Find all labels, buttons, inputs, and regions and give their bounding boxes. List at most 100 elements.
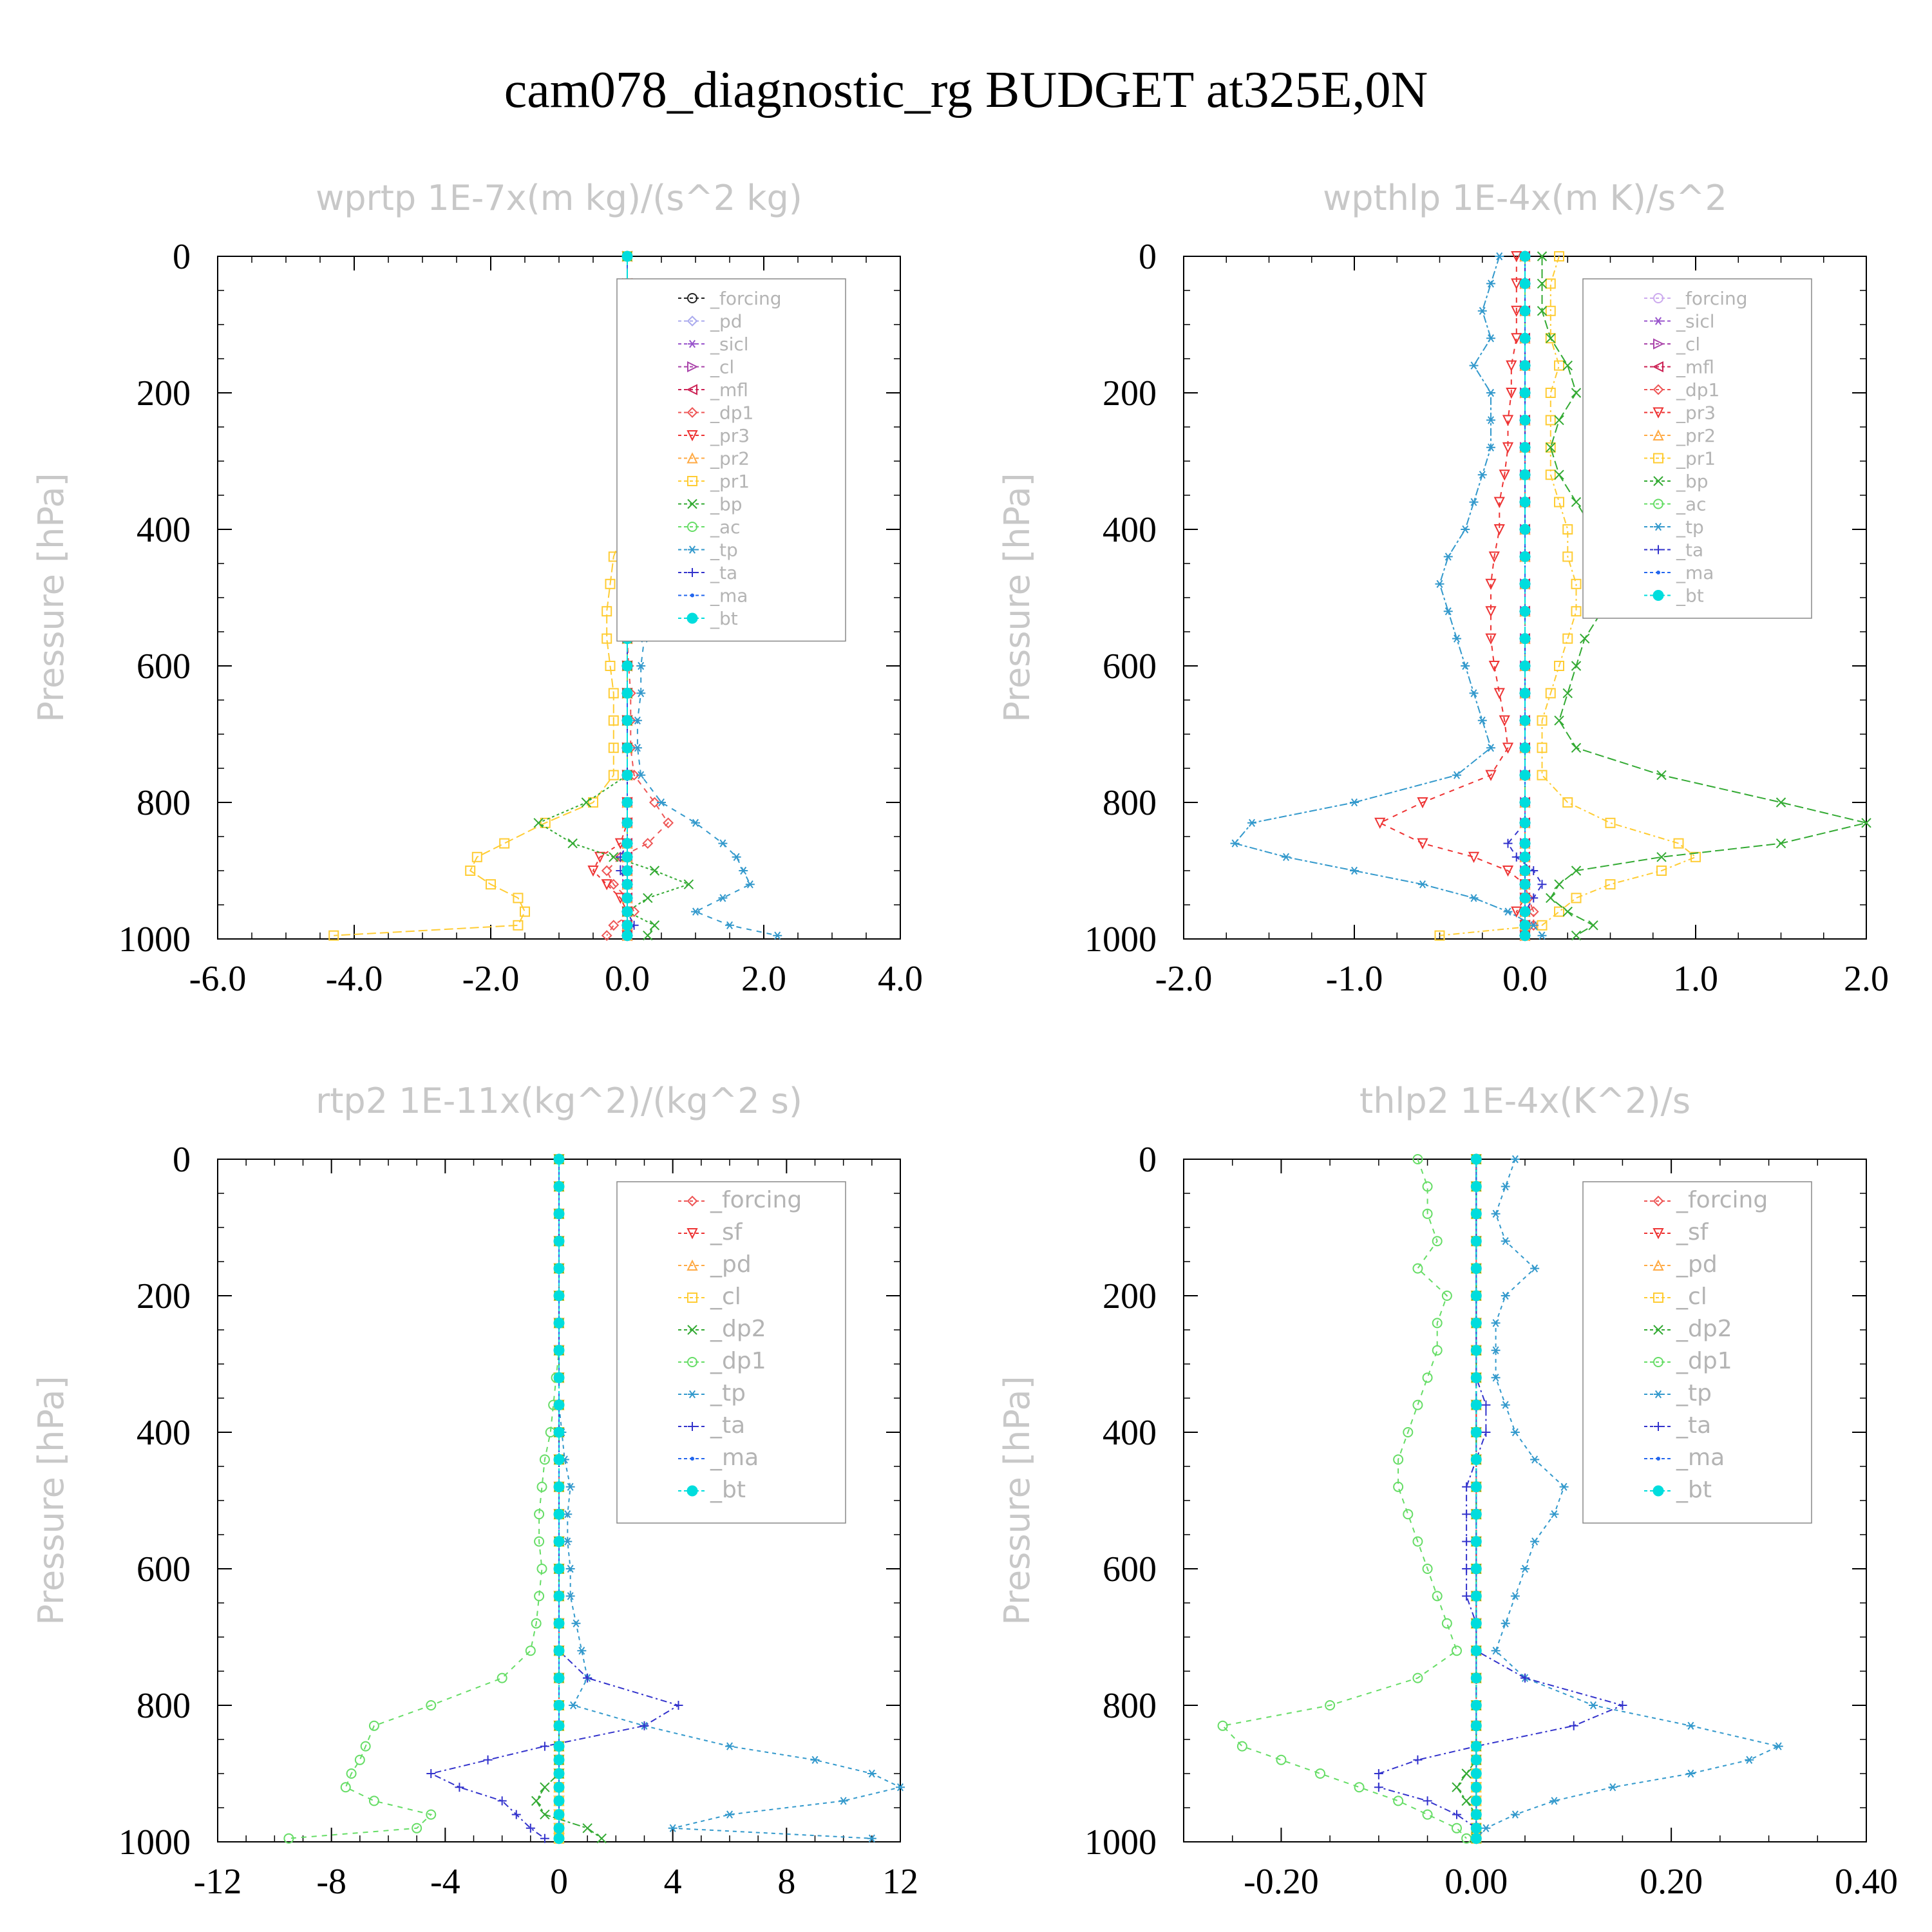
legend-entry: _bt <box>1644 585 1704 607</box>
series-tp <box>1230 252 1547 940</box>
legend-label: _sicl <box>1676 311 1715 332</box>
data-point <box>1501 1291 1510 1300</box>
y-axis-label: Pressure [hPa] <box>997 1376 1037 1625</box>
x-tick-label: -2.0 <box>462 959 520 999</box>
data-point <box>1488 551 1500 563</box>
series-line <box>429 1159 680 1839</box>
x-tick-label: -4.0 <box>326 959 383 999</box>
data-point <box>1530 1455 1540 1464</box>
data-point <box>536 1564 547 1574</box>
data-point <box>1537 306 1548 316</box>
data-point <box>1511 305 1522 317</box>
data-point <box>1350 798 1359 807</box>
data-point <box>601 930 612 942</box>
legend-marker <box>1653 1357 1663 1367</box>
data-point <box>1554 497 1564 507</box>
x-tick-label: 0.20 <box>1640 1862 1703 1902</box>
legend-label: _bp <box>710 494 743 515</box>
data-point <box>426 1700 437 1710</box>
data-point <box>621 865 633 876</box>
data-point <box>1417 838 1428 849</box>
data-point <box>1461 525 1470 534</box>
data-point <box>1529 893 1539 903</box>
y-tick-label: 800 <box>137 1686 191 1726</box>
data-point <box>1506 388 1517 399</box>
data-point <box>553 1672 565 1684</box>
data-point <box>520 906 530 917</box>
y-tick-label: 1000 <box>1084 1823 1157 1862</box>
data-point <box>1605 817 1616 828</box>
data-point <box>1374 1783 1383 1792</box>
data-point <box>691 819 700 827</box>
data-point <box>608 770 619 781</box>
data-point <box>1519 578 1531 590</box>
data-point <box>608 920 620 931</box>
legend-entry: _forcing <box>1644 1187 1768 1213</box>
data-point <box>283 1833 294 1844</box>
data-point <box>1519 838 1531 849</box>
data-point <box>368 1795 379 1806</box>
data-point <box>1470 1809 1482 1821</box>
legend-label: _dp1 <box>710 402 753 424</box>
data-point <box>412 1823 422 1833</box>
y-tick-label: 600 <box>1103 647 1157 687</box>
legend-marker <box>1653 1228 1664 1240</box>
data-point <box>1469 361 1479 370</box>
data-point <box>1519 865 1531 876</box>
data-point <box>1354 1782 1365 1793</box>
data-point <box>1519 920 1531 931</box>
data-point <box>1486 279 1495 288</box>
data-point <box>1461 661 1470 670</box>
data-point <box>1412 1154 1423 1164</box>
series-bt <box>1470 1153 1482 1844</box>
series-line <box>1233 256 1543 936</box>
data-point <box>1776 797 1786 808</box>
data-point <box>1562 360 1573 371</box>
data-point <box>621 687 633 699</box>
legend-marker <box>1654 317 1663 325</box>
legend-label: _pd <box>710 311 743 332</box>
data-point <box>1519 251 1531 262</box>
series-line <box>1378 1159 1625 1839</box>
chart-title: rtp2 1E-11x(kg^2)/(kg^2 s) <box>316 1081 802 1121</box>
data-point <box>1468 851 1480 864</box>
data-point <box>1511 278 1522 290</box>
y-tick-label: 400 <box>137 510 191 550</box>
data-point <box>553 1795 565 1806</box>
y-tick-label: 0 <box>173 1140 191 1180</box>
data-point <box>553 1741 565 1752</box>
data-point <box>1519 687 1531 699</box>
legend-marker <box>688 1390 697 1399</box>
legend-entry: _mfl <box>678 379 748 401</box>
legend-label: _dp2 <box>1676 1316 1732 1342</box>
y-tick-label: 1000 <box>118 920 191 960</box>
data-point <box>1417 797 1428 809</box>
data-point <box>1519 892 1531 904</box>
chart-title: wprtp 1E-7x(m kg)/(s^2 kg) <box>316 178 802 218</box>
legend-label: _bp <box>1676 471 1709 492</box>
legend-entry: _cl <box>678 357 734 378</box>
data-point <box>1470 1833 1482 1844</box>
data-point <box>621 838 633 849</box>
data-point <box>1493 497 1505 508</box>
legend-marker <box>1653 1293 1663 1303</box>
data-point <box>1537 743 1548 753</box>
data-point <box>346 1768 357 1779</box>
data-point <box>639 1721 649 1730</box>
data-point <box>1537 931 1547 940</box>
y-tick-label: 200 <box>1103 1276 1157 1316</box>
x-tick-label: 8 <box>777 1862 795 1902</box>
y-tick-label: 400 <box>1103 1413 1157 1453</box>
data-point <box>1486 744 1495 752</box>
data-point <box>1519 360 1531 372</box>
data-point <box>1546 893 1556 904</box>
legend-box <box>1582 278 1812 619</box>
data-point <box>1511 852 1521 862</box>
data-point <box>1519 524 1531 535</box>
legend-label: _forcing <box>710 1187 802 1213</box>
data-point <box>1470 1741 1482 1752</box>
data-point <box>1481 1428 1491 1437</box>
data-point <box>1412 1263 1423 1274</box>
legend-label: _mfl <box>1676 357 1714 378</box>
